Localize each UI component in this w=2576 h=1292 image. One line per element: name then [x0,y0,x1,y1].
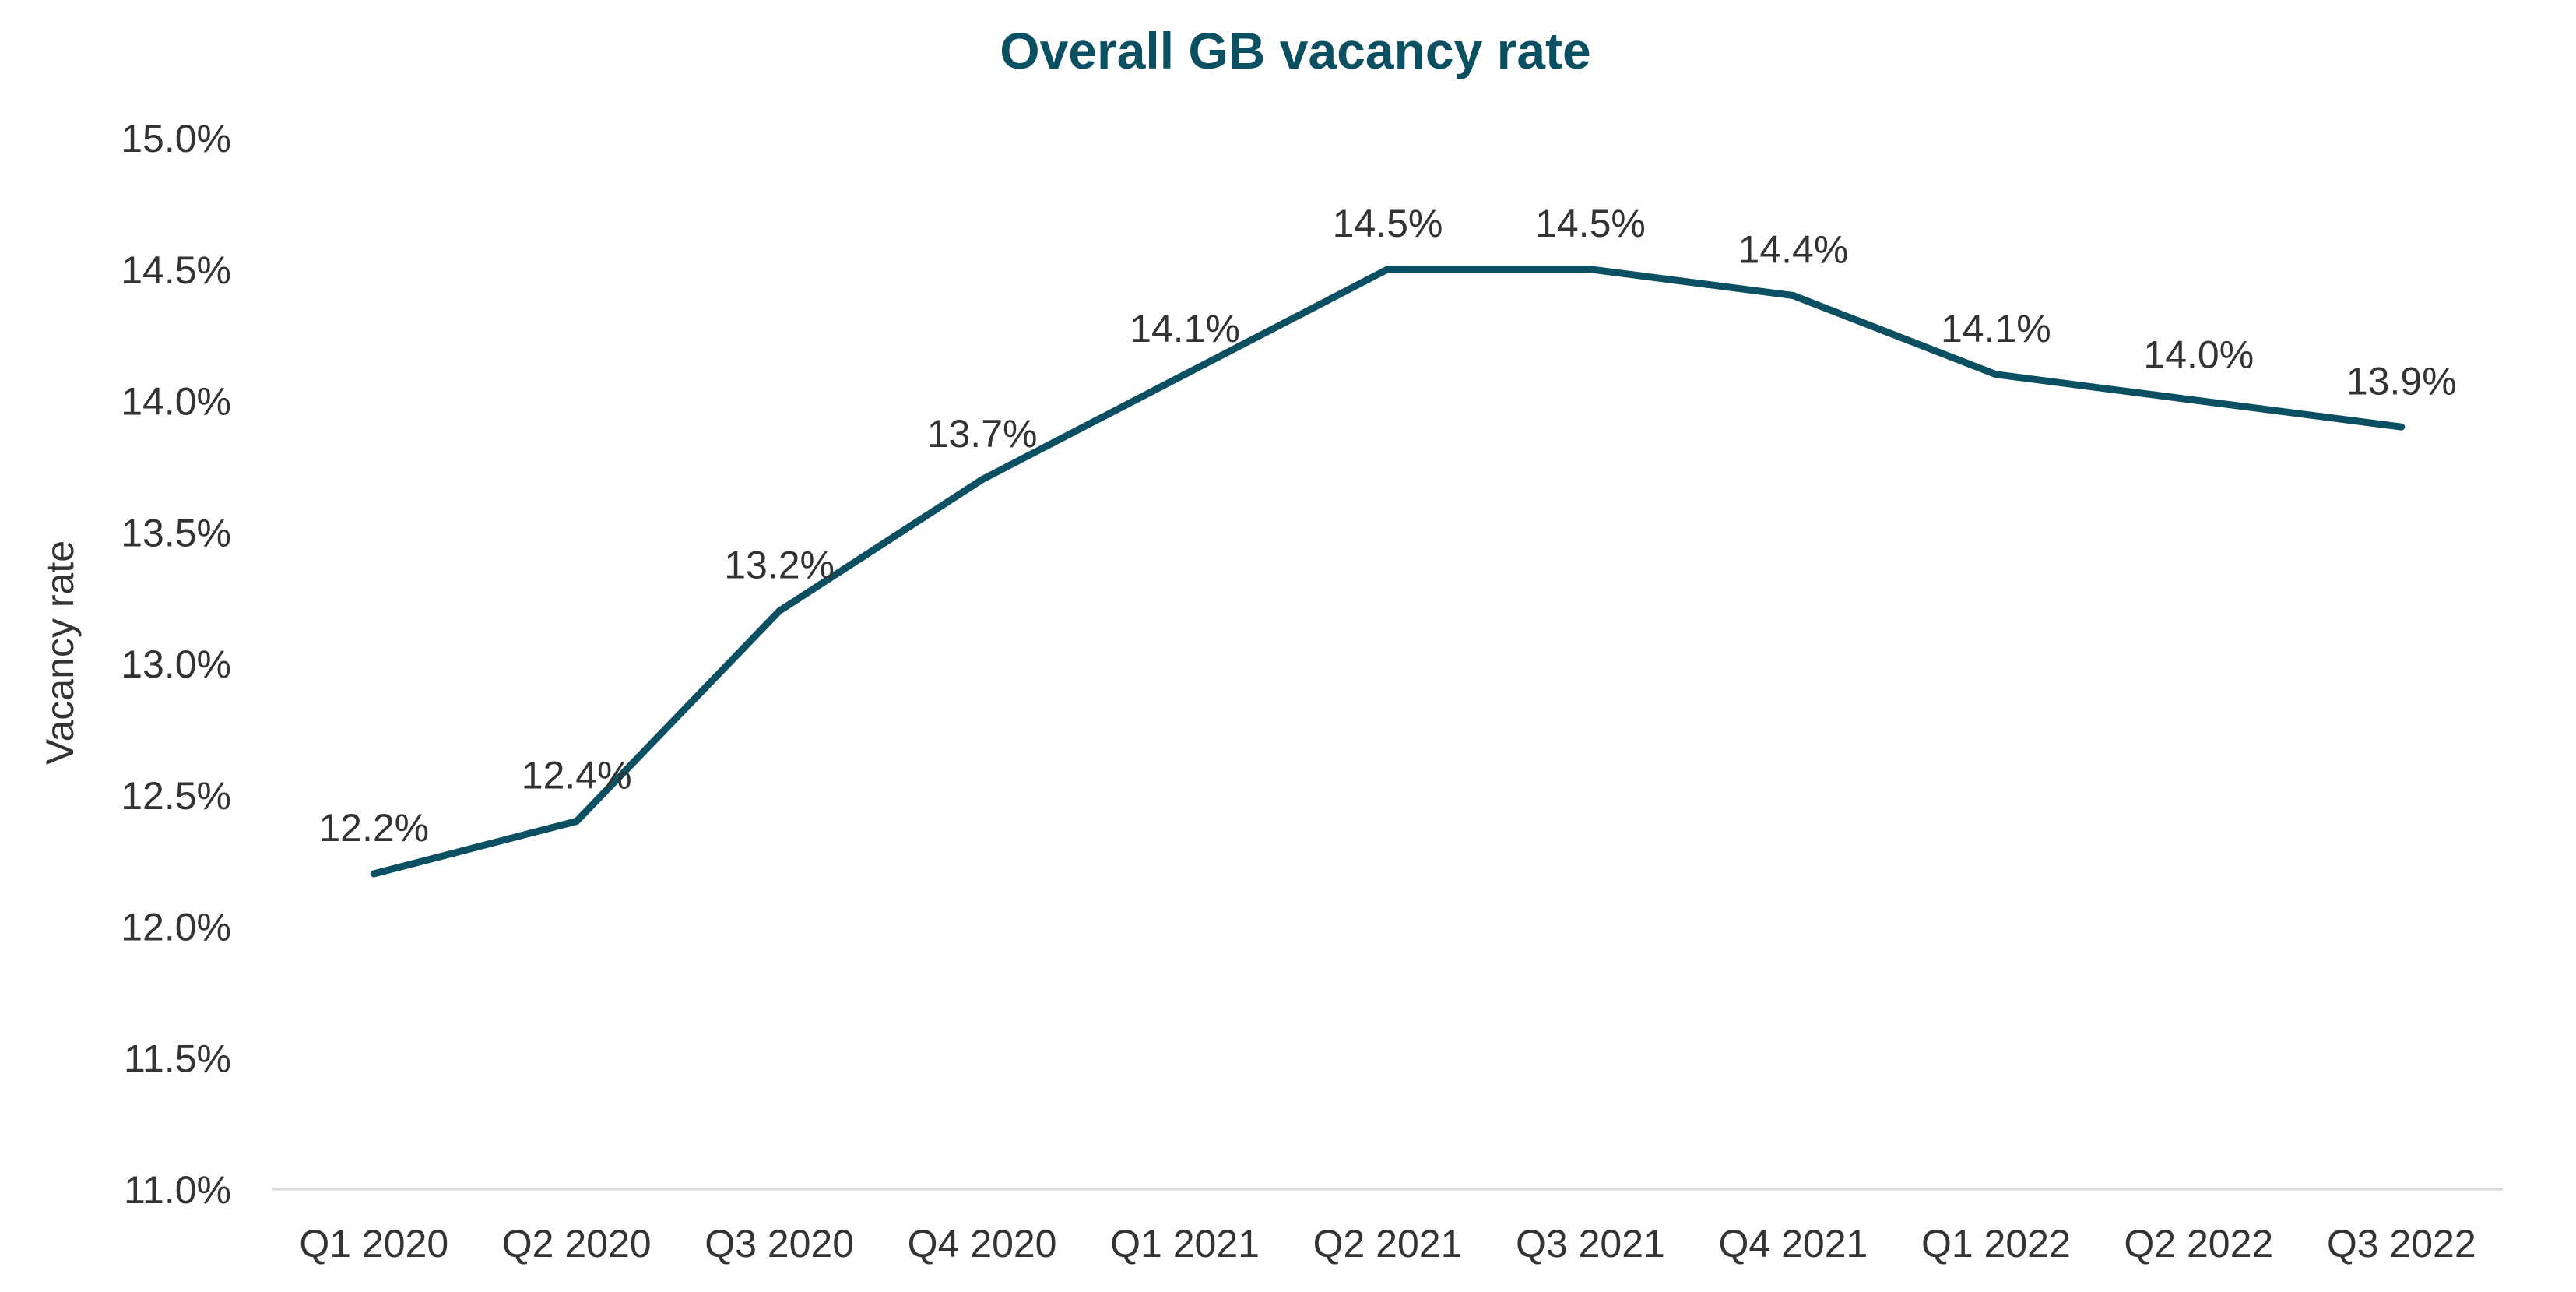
y-tick-label: 15.0% [121,117,231,160]
x-tick-label: Q1 2020 [299,1222,448,1266]
y-tick-label: 11.0% [124,1168,231,1212]
x-tick-label: Q1 2021 [1110,1222,1260,1266]
y-axis-title: Vacancy rate [38,540,82,765]
data-label: 14.1% [1130,307,1240,350]
y-tick-label: 12.0% [121,906,231,949]
y-tick-label: 11.5% [124,1037,231,1080]
data-label: 14.5% [1535,202,1646,245]
x-tick-label: Q2 2021 [1313,1222,1463,1266]
x-tick-label: Q3 2020 [705,1222,854,1266]
x-tick-label: Q3 2022 [2327,1222,2476,1266]
data-labels: 12.2% 12.4% 13.2% 13.7% 14.1% 14.5% 14.5% 14.4%… [318,202,2456,850]
data-label: 14.0% [2143,333,2254,377]
series-line [370,266,2406,878]
x-tick-label: Q3 2021 [1516,1222,1665,1266]
y-tick-label: 12.5% [121,774,231,818]
data-label: 12.4% [522,754,632,797]
data-label: 14.1% [1941,307,2051,350]
x-tick-label: Q4 2020 [908,1222,1057,1266]
x-tick-label: Q2 2020 [502,1222,652,1266]
data-label: 13.9% [2346,359,2457,403]
y-tick-label: 13.0% [121,642,231,686]
x-axis-ticks: Q1 2020 Q2 2020 Q3 2020 Q4 2020 Q1 2021 Q2 20… [299,1222,2476,1266]
x-tick-label: Q2 2022 [2124,1222,2273,1266]
data-label: 13.7% [927,412,1038,456]
y-tick-label: 13.5% [121,511,231,554]
data-label: 13.2% [724,544,835,587]
y-tick-label: 14.5% [121,248,231,292]
x-tick-label: Q1 2022 [1921,1222,2071,1266]
y-axis-ticks: 11.0% 11.5% 12.0% 12.5% 13.0% 13.5% 14.0% 14.5%… [121,117,231,1212]
data-label: 14.5% [1333,202,1443,245]
x-tick-label: Q4 2021 [1718,1222,1868,1266]
data-label: 14.4% [1738,228,1849,272]
chart-title: Overall GB vacancy rate [1000,22,1590,79]
y-tick-label: 14.0% [121,380,231,424]
data-label: 12.2% [318,806,429,850]
